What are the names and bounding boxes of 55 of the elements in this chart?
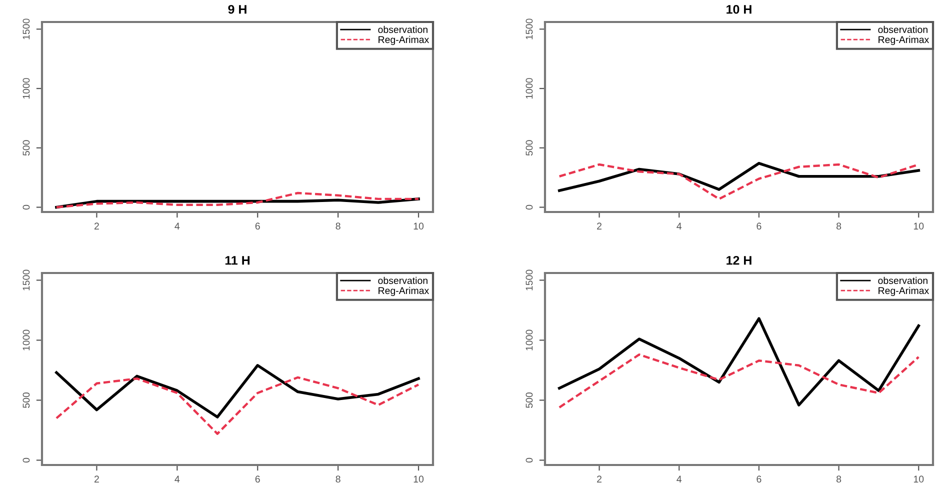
y-tick-label: 500	[526, 392, 533, 408]
y-tick-label: 500	[526, 140, 533, 156]
legend-label: Reg-Arimax	[378, 36, 430, 45]
y-tick-label: 0	[526, 458, 533, 463]
line-series	[558, 317, 920, 406]
y-tick-label: 500	[22, 140, 30, 156]
y-tick-label: 1500	[22, 270, 30, 290]
line-series	[55, 198, 420, 209]
chart-title: 11 H	[225, 256, 250, 265]
x-tick-label: 10	[914, 222, 924, 230]
y-tick-label: 1000	[22, 330, 30, 350]
x-tick-label: 2	[94, 476, 99, 482]
x-tick-label: 2	[597, 476, 602, 482]
x-tick-label: 8	[336, 476, 340, 483]
legend-label: observation	[378, 276, 428, 284]
chart-title: 9 H	[228, 4, 246, 14]
legend-label: observation	[878, 26, 928, 34]
x-tick-label: 8	[336, 222, 340, 230]
x-tick-label: 2	[597, 222, 602, 230]
x-tick-label: 8	[836, 476, 842, 483]
x-tick-label: 10	[414, 476, 424, 483]
x-tick-label: 6	[756, 222, 762, 230]
legend-label: observation	[878, 276, 928, 284]
x-tick-label: 2	[94, 222, 99, 230]
chart-title: 12 H	[726, 256, 752, 265]
x-tick-label: 4	[174, 476, 180, 482]
legend-label: Reg-Arimax	[878, 286, 930, 296]
line-series	[55, 364, 420, 418]
x-tick-label: 4	[676, 476, 682, 482]
y-tick-label: 0	[22, 204, 30, 210]
legend-label: observation	[378, 26, 428, 34]
x-tick-label: 8	[836, 222, 842, 230]
y-tick-label: 1000	[526, 330, 533, 350]
x-tick-label: 4	[174, 222, 180, 230]
y-tick-label: 0	[22, 458, 30, 463]
x-tick-label: 6	[756, 476, 762, 483]
line-series	[55, 192, 420, 208]
y-tick-label: 500	[22, 392, 30, 408]
line-series	[558, 162, 920, 192]
y-tick-label: 1500	[22, 18, 30, 40]
legend-label: Reg-Arimax	[378, 286, 430, 296]
x-tick-label: 6	[255, 476, 260, 483]
y-tick-label: 1500	[526, 270, 533, 290]
y-tick-label: 0	[526, 204, 533, 210]
chart-title: 10 H	[726, 4, 752, 14]
line-series	[558, 353, 920, 409]
x-tick-label: 4	[676, 222, 682, 230]
x-tick-label: 6	[255, 222, 260, 230]
x-tick-label: 10	[414, 222, 424, 230]
y-tick-label: 1500	[526, 18, 533, 40]
x-tick-label: 10	[914, 476, 924, 483]
y-tick-label: 1000	[526, 78, 533, 99]
y-tick-label: 1000	[22, 78, 30, 99]
legend-label: Reg-Arimax	[878, 36, 930, 45]
line-series	[55, 376, 420, 435]
